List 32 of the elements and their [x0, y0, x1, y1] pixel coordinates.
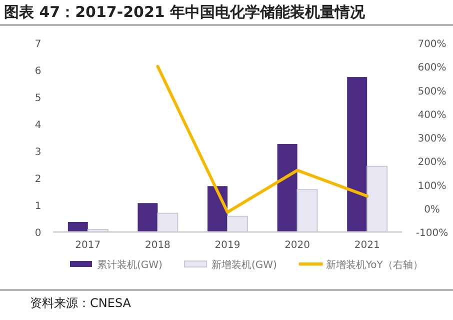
y2-tick-label: -100% — [416, 228, 448, 239]
legend-label: 累计装机(GW) — [97, 259, 163, 271]
chart-title: 图表 47：2017-2021 年中国电化学储能装机量情况 — [4, 3, 366, 21]
y-tick-label: 1 — [34, 201, 42, 212]
x-tick-label: 2020 — [284, 240, 310, 251]
bar — [347, 77, 368, 232]
x-tick-label: 2017 — [75, 240, 101, 251]
legend-label: 新增装机(GW) — [211, 259, 277, 271]
x-tick-label: 2018 — [144, 240, 170, 251]
y-tick-label: 4 — [34, 120, 42, 131]
x-tick-label: 2019 — [214, 240, 240, 251]
y-tick-label: 7 — [34, 39, 42, 50]
y2-tick-label: 100% — [418, 180, 446, 192]
y-tick-label: 0 — [34, 228, 42, 239]
bar — [68, 222, 88, 232]
bar — [277, 144, 298, 232]
y2-tick-label: 0% — [424, 204, 440, 216]
y-tick-label: 6 — [34, 66, 42, 77]
y2-tick-label: 600% — [418, 62, 446, 74]
y2-tick-label: 400% — [418, 110, 446, 121]
y-tick-label: 5 — [34, 93, 42, 104]
legend-label: 新增装机YoY（右轴） — [326, 259, 423, 271]
y-tick-label: 3 — [34, 147, 42, 158]
x-tick-label: 2021 — [354, 240, 380, 251]
y2-tick-label: 500% — [418, 86, 446, 98]
y2-tick-label: 300% — [418, 134, 446, 144]
bar — [138, 203, 158, 232]
y2-tick-label: 200% — [418, 157, 446, 168]
y-tick-label: 2 — [34, 174, 42, 185]
text: 资料来源：CNESA — [30, 296, 132, 310]
y2-tick-label: 700% — [418, 39, 446, 50]
line-series — [156, 64, 369, 214]
